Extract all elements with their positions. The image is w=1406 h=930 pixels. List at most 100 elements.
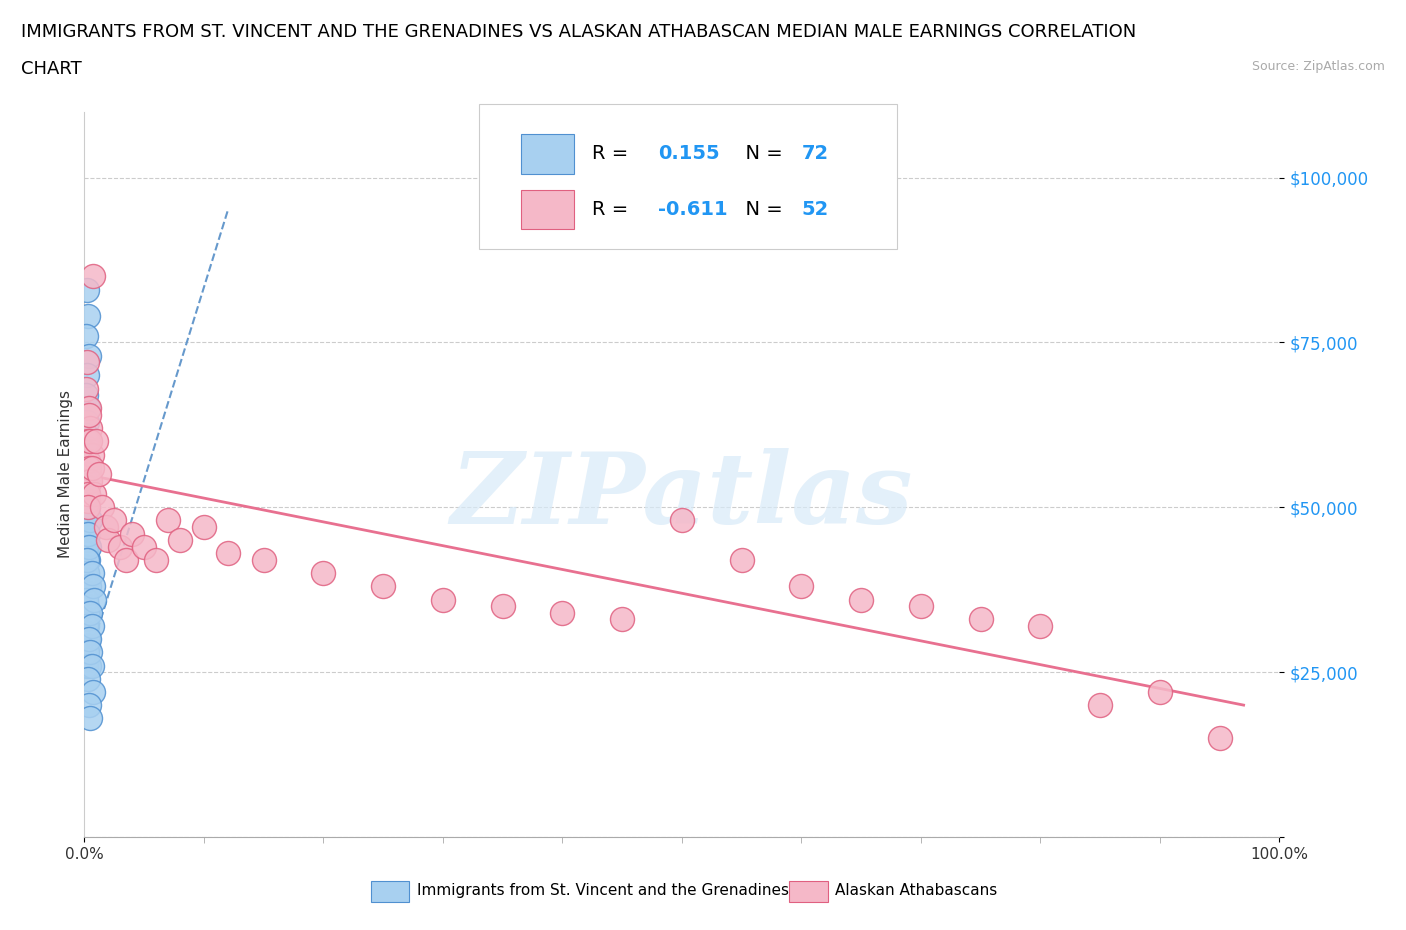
Text: 52: 52 (801, 200, 828, 219)
Point (75, 493, 97, 508)
Point (77, 401, 100, 416)
Point (790, 579, 813, 594)
Text: -0.611: -0.611 (658, 200, 728, 219)
Point (82, 269, 104, 284)
Point (76, 599, 98, 614)
Point (86, 434, 108, 449)
Point (851, 592, 873, 607)
Point (79, 605, 101, 620)
Point (169, 533, 191, 548)
Point (551, 605, 574, 620)
Point (77, 552, 100, 567)
Point (253, 552, 276, 567)
Point (76, 520, 98, 535)
Point (79, 434, 101, 449)
Point (77, 499, 100, 514)
Point (77, 513, 100, 528)
Point (75, 592, 97, 607)
Point (76, 499, 98, 514)
Point (75, 592, 97, 607)
Point (83, 592, 105, 607)
Point (76, 618, 98, 633)
Point (671, 513, 693, 528)
Point (910, 599, 932, 614)
Point (77, 671, 100, 686)
Point (217, 546, 239, 561)
Point (76, 552, 98, 567)
Text: ZIPatlas: ZIPatlas (451, 448, 912, 544)
Point (115, 552, 138, 567)
Point (76, 480, 98, 495)
Point (1209, 731, 1232, 746)
Text: IMMIGRANTS FROM ST. VINCENT AND THE GRENADINES VS ALASKAN ATHABASCAN MEDIAN MALE: IMMIGRANTS FROM ST. VINCENT AND THE GREN… (21, 23, 1136, 41)
Point (76, 565, 98, 580)
Text: Source: ZipAtlas.com: Source: ZipAtlas.com (1251, 60, 1385, 73)
Point (77, 572, 100, 587)
Point (193, 520, 215, 535)
Text: Immigrants from St. Vincent and the Grenadines: Immigrants from St. Vincent and the Gren… (416, 884, 789, 898)
Point (97, 533, 120, 548)
Point (76, 565, 98, 580)
Text: N =: N = (734, 144, 789, 163)
Point (132, 539, 156, 554)
Point (79, 473, 101, 488)
Point (94, 520, 117, 535)
Point (77, 579, 100, 594)
Point (76, 414, 98, 429)
Point (75, 381, 97, 396)
Point (75, 559, 97, 574)
Y-axis label: Median Male Earnings: Median Male Earnings (58, 391, 73, 558)
Point (80, 658, 103, 673)
Point (77, 407, 100, 422)
Point (110, 539, 132, 554)
Point (75, 579, 97, 594)
Point (77, 493, 100, 508)
Point (77, 309, 100, 324)
Point (77, 401, 100, 416)
Text: Alaskan Athabascans: Alaskan Athabascans (835, 884, 997, 898)
Point (77, 454, 100, 469)
Point (970, 612, 993, 627)
Point (75, 507, 97, 522)
Point (75, 612, 97, 627)
Point (77, 631, 100, 646)
Point (75, 473, 97, 488)
Point (77, 513, 100, 528)
Point (77, 658, 100, 673)
Point (79, 711, 101, 725)
Point (77, 539, 100, 554)
FancyBboxPatch shape (479, 104, 897, 249)
Point (76, 552, 98, 567)
Point (77, 454, 100, 469)
Point (77, 539, 100, 554)
Point (76, 434, 98, 449)
Point (77, 698, 100, 712)
Text: R =: R = (592, 144, 634, 163)
Point (103, 513, 125, 528)
Point (83, 486, 105, 501)
Point (77, 638, 100, 653)
Point (77, 460, 100, 475)
Point (77, 467, 100, 482)
Point (80, 460, 103, 475)
Point (91, 499, 114, 514)
Point (1029, 618, 1052, 633)
Point (79, 513, 101, 528)
Text: 72: 72 (801, 144, 828, 163)
Point (76, 480, 98, 495)
Point (77, 486, 100, 501)
Point (75, 625, 97, 640)
Point (75, 388, 97, 403)
Point (76, 652, 98, 667)
Point (75, 658, 97, 673)
Point (1149, 684, 1171, 699)
Point (76, 605, 98, 620)
Point (75, 427, 97, 442)
Point (76, 499, 98, 514)
Point (82, 579, 104, 594)
Point (157, 513, 180, 528)
Point (80, 565, 103, 580)
Point (76, 441, 98, 456)
FancyBboxPatch shape (520, 134, 575, 174)
FancyBboxPatch shape (520, 190, 575, 230)
